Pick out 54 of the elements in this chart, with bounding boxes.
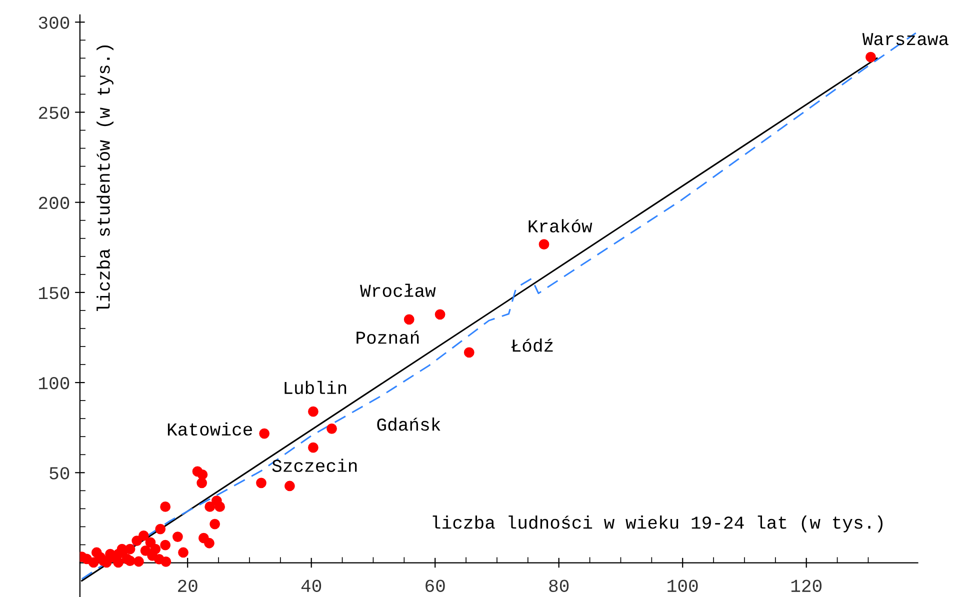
point bbox=[155, 524, 166, 534]
point bbox=[326, 423, 337, 434]
x-tick-label: 60 bbox=[426, 580, 445, 592]
point bbox=[214, 502, 225, 512]
point bbox=[172, 532, 183, 542]
y-tick-label: 300 bbox=[38, 16, 70, 29]
x-tick-label: 80 bbox=[549, 580, 569, 592]
annotation: Poznań bbox=[356, 330, 419, 344]
point bbox=[160, 502, 171, 512]
x-tick-label: 20 bbox=[178, 580, 198, 592]
point bbox=[105, 548, 116, 560]
annotation: Szczecin bbox=[272, 458, 357, 472]
point bbox=[147, 550, 158, 561]
point bbox=[124, 556, 136, 566]
annotation: Wrocław bbox=[360, 284, 436, 297]
annotation: Gdańsk bbox=[377, 417, 440, 431]
point bbox=[256, 478, 266, 488]
point bbox=[434, 309, 446, 320]
point bbox=[113, 557, 124, 568]
y-tick-label: 200 bbox=[38, 196, 70, 210]
point bbox=[866, 52, 876, 62]
point bbox=[101, 557, 112, 568]
y-tick-label: 50 bbox=[50, 467, 70, 480]
point bbox=[160, 556, 172, 567]
point bbox=[210, 518, 220, 530]
x-tick-label: 120 bbox=[791, 580, 822, 592]
point bbox=[196, 478, 208, 488]
point bbox=[284, 480, 295, 492]
annotation: Warszawa bbox=[862, 33, 948, 46]
y-tick-label: 250 bbox=[38, 106, 70, 119]
point bbox=[204, 502, 216, 512]
point bbox=[134, 556, 144, 567]
point bbox=[404, 314, 414, 325]
point bbox=[464, 347, 474, 358]
y-tick-label: 100 bbox=[39, 377, 70, 390]
point bbox=[308, 442, 318, 453]
point bbox=[132, 536, 142, 546]
point bbox=[204, 538, 214, 548]
y-tick-label: 150 bbox=[39, 286, 70, 300]
annotation: Kraków bbox=[528, 219, 592, 232]
point bbox=[308, 406, 318, 417]
point bbox=[178, 547, 188, 558]
x-tick-label: 40 bbox=[301, 580, 322, 592]
point bbox=[197, 469, 208, 480]
point bbox=[160, 540, 171, 550]
y-axis-title: liczba studentów (w tys.) bbox=[96, 46, 114, 312]
x-tick-label: 100 bbox=[668, 580, 698, 592]
point bbox=[259, 428, 270, 439]
annotation: Lublin bbox=[284, 380, 346, 394]
x-axis-title: liczba ludności w wieku 19-24 lat (w tys.) bbox=[432, 516, 882, 532]
point bbox=[140, 545, 151, 556]
annotation: Łódź bbox=[511, 338, 553, 352]
point bbox=[538, 239, 550, 250]
annotation: Katowice bbox=[168, 422, 252, 436]
